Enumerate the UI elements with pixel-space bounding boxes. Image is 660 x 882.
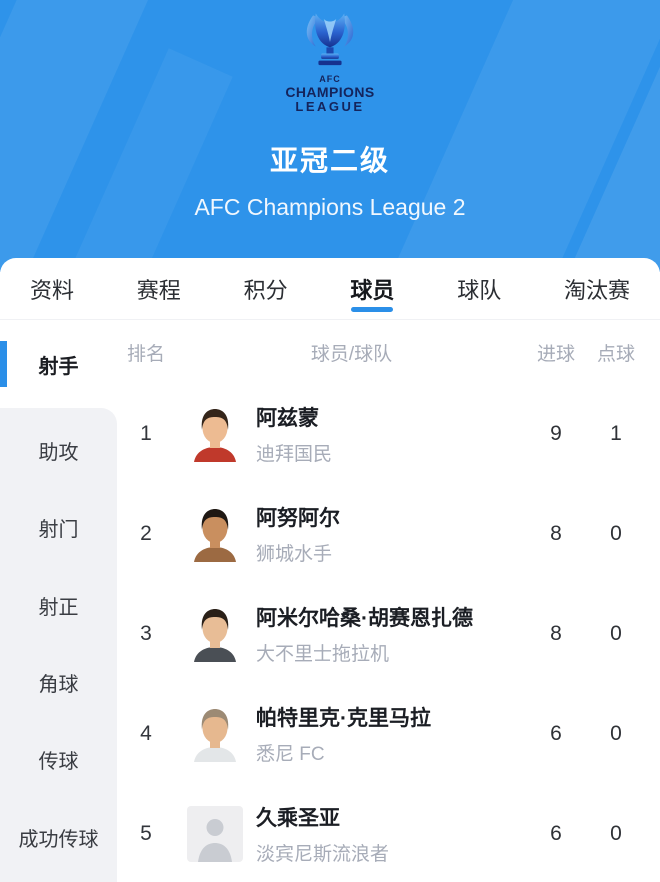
goals-cell: 6 <box>550 822 562 845</box>
sidebar-item-passes[interactable]: 传球 <box>0 721 117 798</box>
rank-cell: 3 <box>140 622 152 645</box>
column-header-goals: 进球 <box>536 343 575 365</box>
logo-wordmark: AFC CHAMPIONS LEAGUE <box>285 74 375 115</box>
rank-cell: 4 <box>140 722 152 745</box>
scorers-table: 排名 球员/球队 进球 点球 1 阿兹蒙迪拜国民 9 1 2 阿努阿尔狮城水手 8 0 3 阿米尔… <box>117 320 660 882</box>
goals-cell: 9 <box>550 422 562 445</box>
sidebar-item-label: 角球 <box>38 674 79 697</box>
tab-standings[interactable]: 积分 <box>244 258 288 319</box>
player-avatar <box>187 606 243 662</box>
team-name: 狮城水手 <box>256 544 333 565</box>
tab-bar: 资料 赛程 积分 球员 球队 淘汰赛 <box>0 258 660 320</box>
player-name: 帕特里克·克里马拉 <box>256 707 431 730</box>
tab-knockout[interactable]: 淘汰赛 <box>564 258 630 319</box>
team-name: 大不里士拖拉机 <box>256 644 390 665</box>
player-name: 阿兹蒙 <box>256 407 319 430</box>
table-row[interactable]: 4 帕特里克·克里马拉 悉尼 FC 6 0 <box>117 684 648 784</box>
table-header-row: 排名 球员/球队 进球 点球 <box>117 320 648 384</box>
sidebar: 射手助攻射门射正角球传球成功传球 <box>0 320 117 882</box>
logo-line-champions: CHAMPIONS <box>285 83 375 100</box>
goals-cell: 6 <box>550 722 562 745</box>
sidebar-item-label: 射门 <box>38 519 79 542</box>
tab-info[interactable]: 资料 <box>30 258 74 319</box>
team-name: 迪拜国民 <box>256 444 333 465</box>
tab-label: 积分 <box>243 277 288 303</box>
column-header-penalties: 点球 <box>596 343 635 365</box>
sidebar-item-label: 助攻 <box>38 442 79 465</box>
active-tab-indicator <box>351 307 394 312</box>
sidebar-item-shots-on-target[interactable]: 射正 <box>0 567 117 644</box>
sidebar-item-corners[interactable]: 角球 <box>0 644 117 721</box>
team-name: 淡宾尼斯流浪者 <box>256 844 390 865</box>
tab-players[interactable]: 球员 <box>350 258 394 319</box>
rank-cell: 2 <box>140 522 152 545</box>
logo-line-league: LEAGUE <box>295 99 365 115</box>
logo-line-afc: AFC <box>319 74 341 84</box>
penalties-cell: 0 <box>610 622 622 645</box>
tab-label: 球员 <box>350 277 395 303</box>
rank-cell: 5 <box>140 822 152 845</box>
sidebar-item-label: 射正 <box>38 596 79 619</box>
player-avatar <box>187 706 243 762</box>
player-info: 阿努阿尔 狮城水手 <box>243 502 528 566</box>
penalties-cell: 0 <box>610 722 622 745</box>
league-logo: AFC CHAMPIONS LEAGUE <box>0 0 660 115</box>
player-info: 阿米尔哈桑·胡赛恩扎德 大不里士拖拉机 <box>243 602 528 666</box>
tab-label: 球队 <box>457 277 502 303</box>
player-avatar <box>187 806 243 862</box>
afc-trophy-icon <box>306 13 354 66</box>
player-info: 帕特里克·克里马拉 悉尼 FC <box>243 702 528 766</box>
tab-label: 资料 <box>30 277 75 303</box>
table-row[interactable]: 2 阿努阿尔狮城水手 8 0 <box>117 484 648 584</box>
table-body: 1 阿兹蒙迪拜国民 9 1 2 阿努阿尔狮城水手 8 0 3 阿米尔哈桑·胡赛恩扎德 大不里士拖拉机… <box>117 384 648 882</box>
content-card: 资料 赛程 积分 球员 球队 淘汰赛 射手助攻射门射正角球传球成功传球 排名 球员/球队 … <box>0 258 660 882</box>
player-avatar <box>187 506 243 562</box>
column-header-rank: 排名 <box>126 343 165 365</box>
stats-panel: 射手助攻射门射正角球传球成功传球 排名 球员/球队 进球 点球 1 阿兹蒙迪拜国民… <box>0 320 660 882</box>
player-name: 阿米尔哈桑·胡赛恩扎德 <box>256 607 473 630</box>
sidebar-item-scorers[interactable]: 射手 <box>0 320 117 408</box>
table-row[interactable]: 3 阿米尔哈桑·胡赛恩扎德 大不里士拖拉机 8 0 <box>117 584 648 684</box>
goals-cell: 8 <box>550 622 562 645</box>
sidebar-item-successful-passes[interactable]: 成功传球 <box>0 799 117 876</box>
table-row[interactable]: 5 久乘圣亚淡宾尼斯流浪者 6 0 <box>117 784 648 882</box>
column-header-player: 球员/球队 <box>310 343 393 365</box>
goals-cell: 8 <box>550 522 562 545</box>
sidebar-group: 助攻射门射正角球传球成功传球 <box>0 408 117 882</box>
player-name: 久乘圣亚 <box>256 807 340 830</box>
table-row[interactable]: 1 阿兹蒙迪拜国民 9 1 <box>117 384 648 484</box>
player-name: 阿努阿尔 <box>256 507 340 530</box>
penalties-cell: 0 <box>610 822 622 845</box>
player-info: 阿兹蒙 迪拜国民 <box>243 402 528 466</box>
tab-teams[interactable]: 球队 <box>457 258 501 319</box>
league-title-cn: 亚冠二级 <box>269 144 390 176</box>
sidebar-item-label: 成功传球 <box>18 828 99 851</box>
rank-cell: 1 <box>140 422 152 445</box>
league-title-en: AFC Champions League 2 <box>194 193 466 220</box>
sidebar-item-shots[interactable]: 射门 <box>0 489 117 566</box>
league-header: AFC CHAMPIONS LEAGUE 亚冠二级 AFC Champions … <box>0 0 660 272</box>
tab-schedule[interactable]: 赛程 <box>137 258 181 319</box>
sidebar-item-label: 传球 <box>38 751 79 774</box>
sidebar-item-label: 射手 <box>38 355 79 378</box>
tab-label: 赛程 <box>136 277 181 303</box>
player-info: 久乘圣亚淡宾尼斯流浪者 <box>243 802 528 866</box>
sidebar-item-assists[interactable]: 助攻 <box>0 412 117 489</box>
penalties-cell: 0 <box>610 522 622 545</box>
penalties-cell: 1 <box>610 422 622 445</box>
team-name: 悉尼 FC <box>256 744 325 765</box>
active-item-indicator <box>0 341 7 387</box>
tab-label: 淘汰赛 <box>563 277 630 303</box>
player-avatar <box>187 406 243 462</box>
